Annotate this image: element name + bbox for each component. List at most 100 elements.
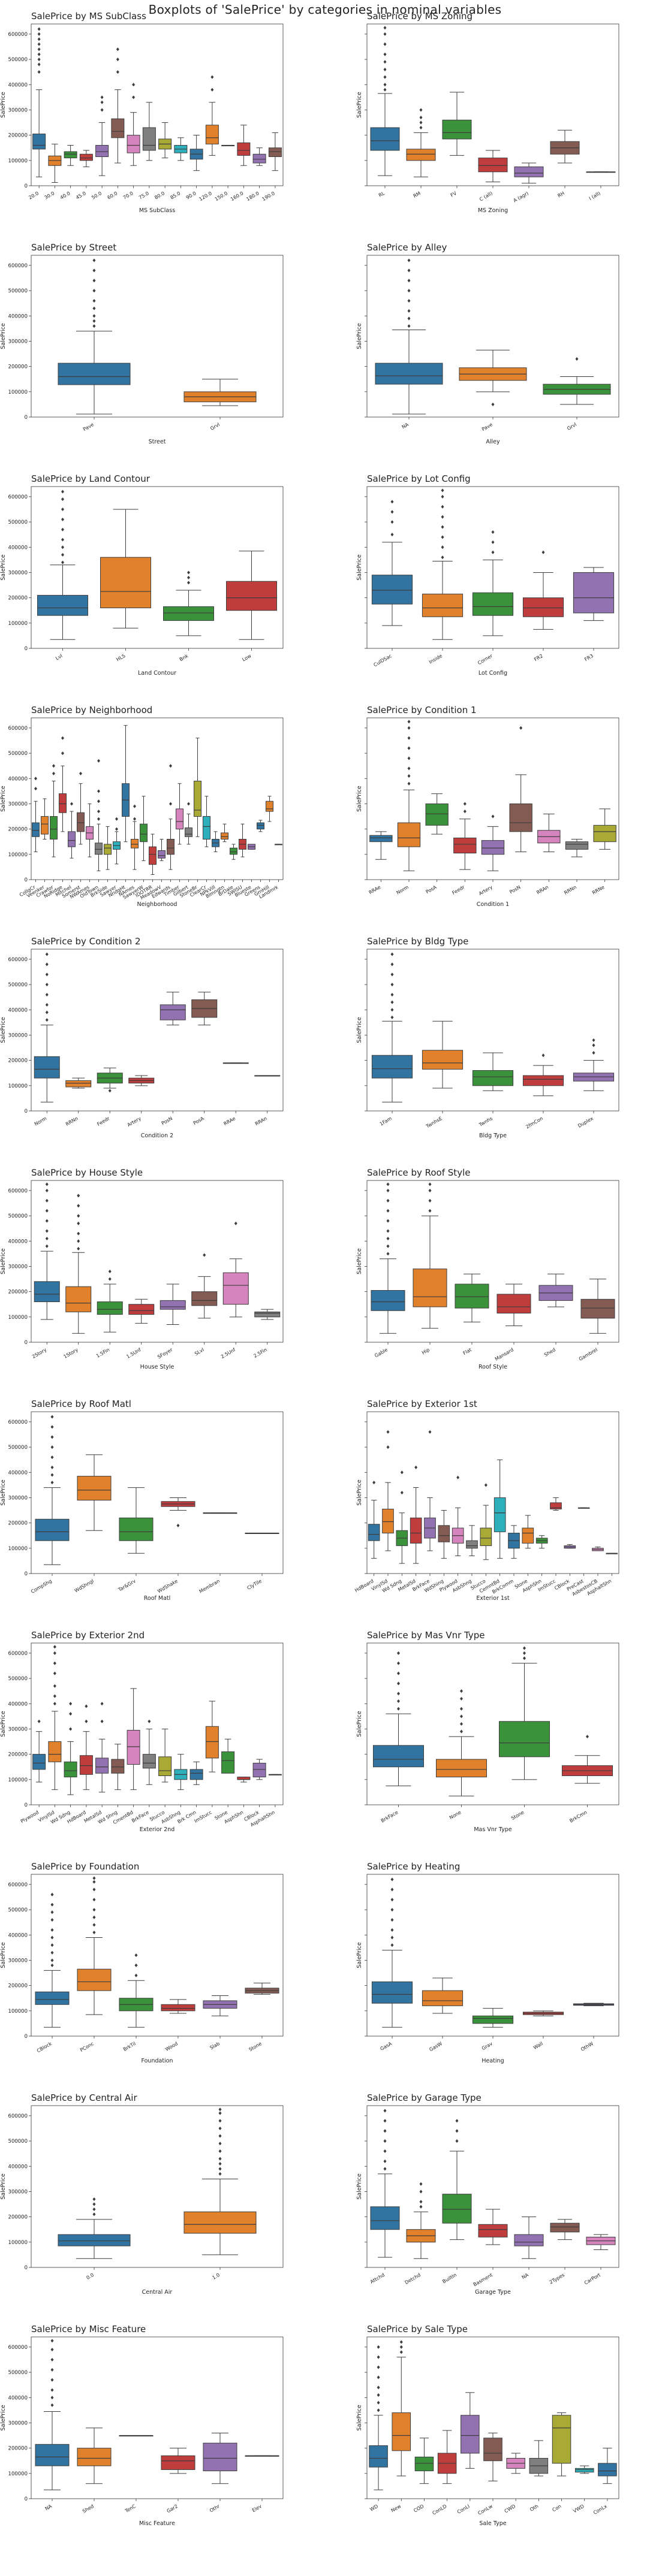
outlier-point	[455, 2139, 459, 2143]
outlier-point	[383, 2119, 387, 2123]
box-iqr	[79, 153, 93, 161]
outlier-point	[390, 1898, 394, 1902]
y-axis-label: SalePrice	[356, 554, 363, 581]
y-tick-label: 200000	[8, 1289, 28, 1295]
box-RRNn	[565, 839, 589, 857]
box-iqr	[142, 1754, 156, 1769]
outlier-point	[397, 1699, 400, 1704]
x-tick-label: BuiltIn	[441, 2272, 458, 2285]
outlier-point	[218, 2111, 222, 2115]
box-WD	[369, 2345, 388, 2490]
outlier-point	[134, 1953, 138, 1957]
panel-title: SalePrice by Heating	[367, 1861, 460, 1872]
box-iqr	[254, 1311, 281, 1318]
box-iqr	[95, 145, 109, 157]
outlier-point	[390, 1015, 394, 1019]
box-iqr	[205, 1726, 219, 1759]
boxplot-panel: SalePrice by Roof Matl 0 100000 200000 30000…	[0, 1399, 284, 1602]
y-tick-label: 0	[25, 2034, 28, 2040]
y-tick-label: 400000	[8, 313, 28, 319]
outlier-point	[53, 1694, 56, 1698]
box-iqr	[373, 1745, 424, 1768]
x-axis-label: Heating	[482, 2058, 504, 2064]
x-tick-label: 160.0	[230, 191, 244, 202]
box-iqr	[65, 1286, 92, 1312]
outlier-point	[414, 1465, 418, 1469]
outlier-point	[390, 1888, 394, 1892]
box-BrkSide	[104, 826, 112, 870]
outlier-point	[218, 2134, 222, 2138]
boxplot-panel: SalePrice by Exterior 2nd 0 100000 200000 30…	[0, 1630, 284, 1833]
box-Sawyer	[113, 817, 121, 865]
outlier-point	[377, 2400, 380, 2405]
outlier-point	[386, 1209, 390, 1213]
panel-title: SalePrice by Roof Matl	[31, 1399, 131, 1409]
outlier-point	[134, 1973, 138, 1977]
boxplot-panel: SalePrice by Neighborhood 0 100000 200000 30…	[0, 705, 284, 908]
outlier-point	[390, 1917, 394, 1922]
x-tick-label: 80.0	[154, 191, 165, 201]
box-iqr	[414, 2456, 434, 2472]
x-axis-label: Mas Vnr Type	[474, 1826, 511, 1833]
outlier-point	[386, 1229, 390, 1233]
outlier-point	[45, 1010, 49, 1014]
outlier-point	[377, 2375, 380, 2379]
y-tick-label: 300000	[8, 339, 28, 345]
outlier-point	[575, 357, 579, 361]
x-tick-label: COD	[413, 2503, 425, 2514]
y-tick-label: 600000	[8, 1188, 28, 1194]
box-iqr	[580, 1298, 615, 1319]
y-tick-label: 200000	[8, 1521, 28, 1527]
box-iqr	[194, 780, 201, 817]
x-tick-label: Lvl	[55, 653, 63, 662]
box-RRAn	[537, 813, 561, 853]
outlier-point	[50, 1910, 54, 1914]
box-FV	[442, 92, 472, 156]
box-Plywood	[32, 1719, 46, 1783]
outlier-point	[383, 2129, 387, 2133]
box-iqr	[127, 1730, 140, 1765]
outlier-point	[50, 1963, 54, 1967]
x-tick-label: Basment	[473, 2272, 493, 2288]
box-ClearCr	[203, 796, 210, 847]
axes-frame	[366, 1411, 619, 1574]
box-CmentBd	[127, 1688, 140, 1790]
outlier-point	[419, 2190, 423, 2194]
y-tick-label: 300000	[8, 801, 28, 807]
outlier-point	[92, 306, 96, 310]
outlier-point	[399, 2350, 403, 2354]
y-tick-label: 200000	[8, 2446, 28, 2452]
y-tick-label: 400000	[8, 1007, 28, 1013]
box-CBlock	[564, 1544, 576, 1549]
outlier-point	[45, 1219, 49, 1223]
outlier-point	[92, 314, 96, 318]
box-iqr	[77, 1476, 112, 1501]
outlier-point	[407, 289, 411, 293]
outlier-point	[383, 60, 387, 64]
outlier-point	[407, 756, 411, 760]
box-iqr	[493, 1497, 506, 1532]
outlier-point	[491, 402, 495, 406]
panel-title: SalePrice by Lot Config	[367, 473, 471, 484]
box-NA	[375, 258, 443, 415]
outlier-point	[133, 817, 136, 821]
box-iqr	[422, 1990, 464, 2006]
box-Timber	[176, 783, 183, 845]
boxplot-panel: SalePrice by Heating SalePrice GasA GasW Gra…	[356, 1861, 619, 2064]
box-SFoyer	[160, 1284, 186, 1325]
outlier-point	[407, 324, 411, 328]
outlier-point	[50, 2367, 54, 2372]
x-axis-label: MS Zoning	[478, 207, 508, 214]
outlier-point	[61, 736, 64, 740]
y-tick-label: 0	[25, 646, 28, 652]
box-iqr	[167, 839, 174, 855]
panel-title: SalePrice by Condition 2	[31, 936, 141, 947]
outlier-point	[218, 2107, 222, 2112]
outlier-point	[92, 279, 96, 283]
box-RRNe	[593, 808, 616, 850]
x-tick-label: Corner	[477, 653, 493, 666]
panel-title: SalePrice by Mas Vnr Type	[367, 1630, 485, 1641]
box-iqr	[522, 1527, 534, 1544]
y-axis-label: SalePrice	[0, 786, 7, 812]
x-tick-label: CarPort	[583, 2272, 601, 2286]
